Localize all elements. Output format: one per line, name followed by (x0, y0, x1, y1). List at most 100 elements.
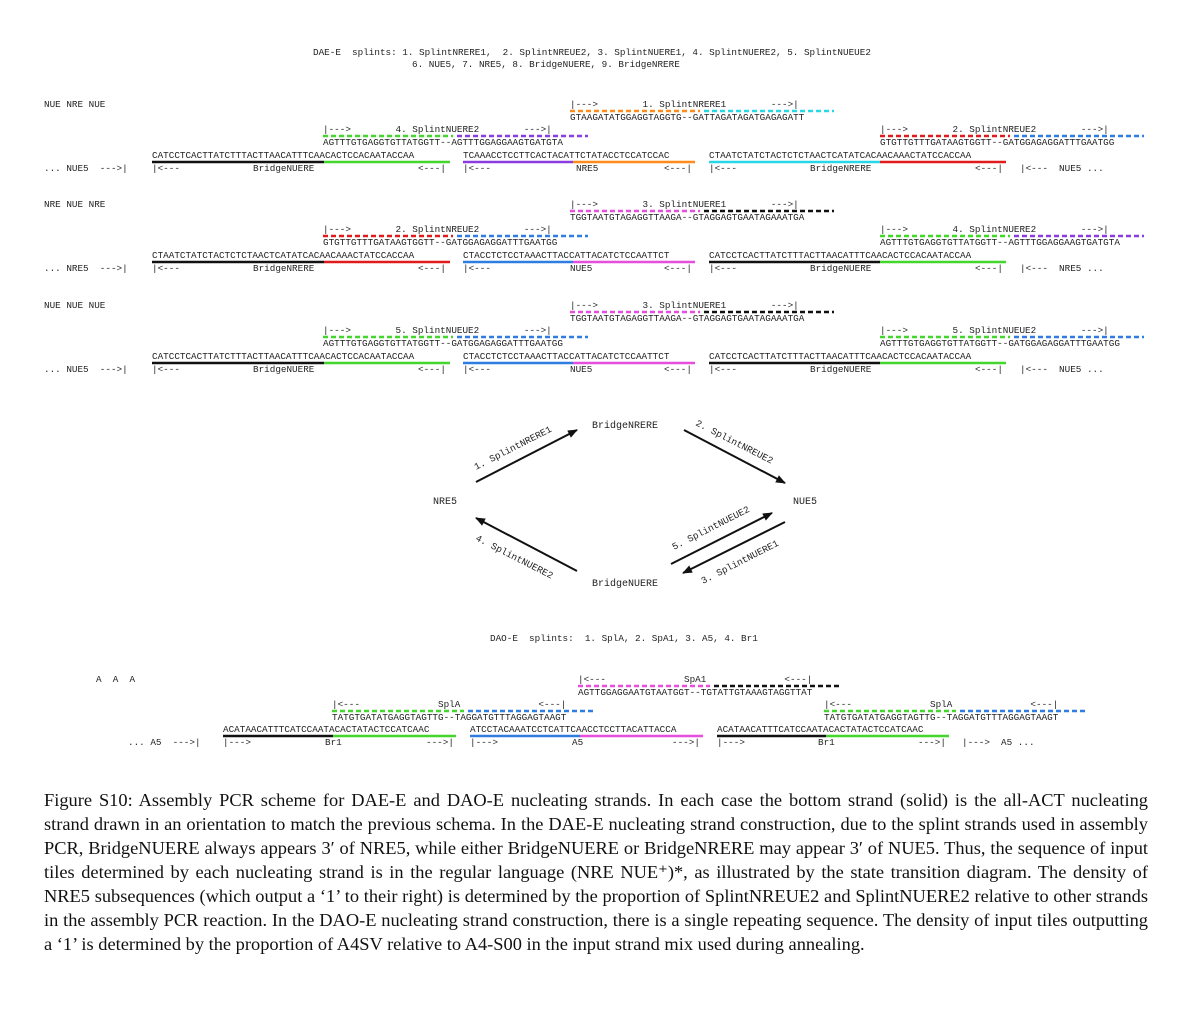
annotation-name: BridgeNRERE (810, 163, 872, 174)
annotation-lead: ... NUE5 --->| (44, 163, 128, 174)
annotation-arrow: <---| (664, 364, 692, 375)
mid-left-splint-sequence: AGTTTGTGAGGTGTTATGGTT--GATGGAGAGGATTTGAA… (323, 338, 563, 349)
mid-right-splint-label: |---> 4. SplintNUERE2 --->| (880, 224, 1109, 235)
annotation-name: BridgeNUERE (810, 263, 872, 274)
edge-arrow-3 (682, 521, 786, 574)
annotation-tail: |<--- NUE5 ... (1020, 364, 1104, 375)
bottom-strand-segment-3: CATCCTCACTTATCTTTACTTAACATTTCAACACTCCACA… (709, 250, 972, 261)
annotation-arrow: |---> (223, 737, 251, 748)
annotation-arrow: |---> (717, 737, 745, 748)
annotation-arrow: |<--- (152, 364, 180, 375)
annotation-name: A5 (572, 737, 583, 748)
mid-right-splint-label: |<--- SplA <---| (824, 699, 1058, 710)
mid-right-splint-sequence: TATGTGATATGAGGTAGTTG--TAGGATGTTTAGGAGTAA… (824, 712, 1059, 723)
panel-sequence-label: NUE NUE NUE (44, 300, 106, 311)
bottom-strand-segment-1: CTAATCTATCTACTCTCTAACTCATATCACAACAAACTAT… (152, 250, 415, 261)
annotation-name: NUE5 (570, 263, 592, 274)
panel-sequence-label: NUE NRE NUE (44, 99, 106, 110)
dae-header-line1: DAE-E splints: 1. SplintNRERE1, 2. Splin… (313, 47, 871, 58)
annotation-arrow: |<--- (463, 163, 491, 174)
mid-left-splint-sequence: TATGTGATATGAGGTAGTTG--TAGGATGTTTAGGAGTAA… (332, 712, 567, 723)
annotation-lead: ... A5 --->| (128, 737, 201, 748)
edge-arrow-4 (475, 517, 578, 572)
annotation-tail: |<--- NRE5 ... (1020, 263, 1104, 274)
figure-caption: Figure S10: Assembly PCR scheme for DAE-… (44, 790, 1148, 954)
annotation-arrow: --->| (426, 737, 454, 748)
annotation-name: BridgeNUERE (253, 364, 315, 375)
panel-sequence-label: NRE NUE NRE (44, 199, 106, 210)
state-transition-diagram: BridgeNRERE NRE5 NUE5 BridgeNUERE 1. Spl… (433, 418, 817, 590)
annotation-arrow: <---| (664, 163, 692, 174)
node-bridge-nrere: BridgeNRERE (592, 420, 658, 432)
mid-left-splint-sequence: AGTTTGTGAGGTGTTATGGTT--AGTTTGGAGGAAGTGAT… (323, 137, 563, 148)
annotation-arrow: <---| (418, 263, 446, 274)
bottom-strand-segment-3: ACATAACATTTCATCCAATACACTATACTCCATCAAC (717, 724, 924, 735)
bottom-strand-segment-1: ACATAACATTTCATCCAATACACTATACTCCATCAAC (223, 724, 430, 735)
annotation-arrow: --->| (672, 737, 700, 748)
dao-header: DAO-E splints: 1. SplA, 2. SpA1, 3. A5, … (490, 633, 758, 644)
annotation-name: BridgeNUERE (810, 364, 872, 375)
mid-right-splint-label: |---> 2. SplintNREUE2 --->| (880, 124, 1109, 135)
annotation-lead: ... NUE5 --->| (44, 364, 128, 375)
annotation-arrow: <---| (975, 263, 1003, 274)
annotation-name: Br1 (325, 737, 342, 748)
bottom-strand-segment-2: CTACCTCTCCTAAACTTACCATTACATCTCCAATTCT (463, 250, 670, 261)
annotation-arrow: |<--- (463, 364, 491, 375)
top-splint-label: |<--- SpA1 <---| (578, 674, 812, 685)
annotation-arrow: |<--- (709, 364, 737, 375)
annotation-arrow: |---> (470, 737, 498, 748)
top-splint-sequence: TGGTAATGTAGAGGTTAAGA--GTAGGAGTGAATAGAAAT… (570, 212, 805, 223)
annotation-name: NUE5 (570, 364, 592, 375)
annotation-arrow: <---| (418, 364, 446, 375)
annotation-arrow: |<--- (152, 263, 180, 274)
annotation-arrow: |<--- (152, 163, 180, 174)
bottom-strand-segment-2: TCAAACCTCCTTCACTACATTCTATACCTCCATCCAC (463, 150, 670, 161)
annotation-name: Br1 (818, 737, 835, 748)
bottom-strand-segment-3: CATCCTCACTTATCTTTACTTAACATTTCAACACTCCACA… (709, 351, 972, 362)
mid-left-splint-label: |---> 4. SplintNUERE2 --->| (323, 124, 552, 135)
annotation-tail: |---> A5 ... (962, 737, 1035, 748)
annotation-lead: ... NRE5 --->| (44, 263, 128, 274)
annotation-arrow: |<--- (709, 163, 737, 174)
dae-panel-1: NUE NRE NUE |---> 1. SplintNRERE1 --->| … (44, 99, 1144, 174)
mid-left-splint-label: |---> 5. SplintNUEUE2 --->| (323, 325, 552, 336)
annotation-arrow: <---| (664, 263, 692, 274)
dae-header-line2: 6. NUE5, 7. NRE5, 8. BridgeNUERE, 9. Bri… (412, 59, 680, 70)
node-bridge-nuere: BridgeNUERE (592, 578, 658, 590)
bottom-strand-segment-2: CTACCTCTCCTAAACTTACCATTACATCTCCAATTCT (463, 351, 670, 362)
annotation-name: BridgeNRERE (253, 263, 315, 274)
top-splint-sequence: GTAAGATATGGAGGTAGGTG--GATTAGATAGATGAGAGA… (570, 112, 805, 123)
top-splint-sequence: AGTTGGAGGAATGTAATGGT--TGTATTGTAAAGTAGGTT… (578, 687, 813, 698)
dao-panel: DAO-E splints: 1. SplA, 2. SpA1, 3. A5, … (96, 633, 1088, 748)
annotation-arrow: |<--- (463, 263, 491, 274)
annotation-arrow: <---| (975, 364, 1003, 375)
annotation-arrow: |<--- (709, 263, 737, 274)
node-nue5: NUE5 (793, 497, 817, 508)
top-splint-label: |---> 1. SplintNRERE1 --->| (570, 99, 799, 110)
mid-left-splint-label: |---> 2. SplintNREUE2 --->| (323, 224, 552, 235)
figure-s10-diagram: DAE-E splints: 1. SplintNRERE1, 2. Splin… (44, 47, 1144, 748)
top-splint-sequence: TGGTAATGTAGAGGTTAAGA--GTAGGAGTGAATAGAAAT… (570, 313, 805, 324)
annotation-arrow: <---| (418, 163, 446, 174)
bottom-strand-segment-1: CATCCTCACTTATCTTTACTTAACATTTCAACACTCCACA… (152, 150, 415, 161)
bottom-strand-segment-1: CATCCTCACTTATCTTTACTTAACATTTCAACACTCCACA… (152, 351, 415, 362)
annotation-tail: |<--- NUE5 ... (1020, 163, 1104, 174)
edge-arrow-5 (670, 512, 773, 565)
panel-sequence-label: A A A (96, 674, 135, 685)
dae-panel-3: NUE NUE NUE |---> 3. SplintNUERE1 --->| … (44, 300, 1144, 375)
mid-right-splint-sequence: GTGTTGTTTGATAAGTGGTT--GATGGAGAGGATTTGAAT… (880, 137, 1114, 148)
mid-right-splint-sequence: AGTTTGTGAGGTGTTATGGTT--AGTTTGGAGGAAGTGAT… (880, 237, 1120, 248)
mid-left-splint-sequence: GTGTTGTTTGATAAGTGGTT--GATGGAGAGGATTTGAAT… (323, 237, 557, 248)
annotation-name: BridgeNUERE (253, 163, 315, 174)
edge-label-4: 4. SplintNUERE2 (474, 533, 555, 582)
edge-arrow-1 (475, 429, 578, 483)
annotation-arrow: <---| (975, 163, 1003, 174)
top-splint-label: |---> 3. SplintNUERE1 --->| (570, 199, 799, 210)
dae-panel-2: NRE NUE NRE |---> 3. SplintNUERE1 --->| … (44, 199, 1144, 274)
mid-right-splint-label: |---> 5. SplintNUEUE2 --->| (880, 325, 1109, 336)
bottom-strand-segment-3: CTAATCTATCTACTCTCTAACTCATATCACAACAAACTAT… (709, 150, 972, 161)
top-splint-label: |---> 3. SplintNUERE1 --->| (570, 300, 799, 311)
mid-right-splint-sequence: AGTTTGTGAGGTGTTATGGTT--GATGGAGAGGATTTGAA… (880, 338, 1120, 349)
edge-arrow-2 (683, 429, 786, 484)
mid-left-splint-label: |<--- SplA <---| (332, 699, 566, 710)
